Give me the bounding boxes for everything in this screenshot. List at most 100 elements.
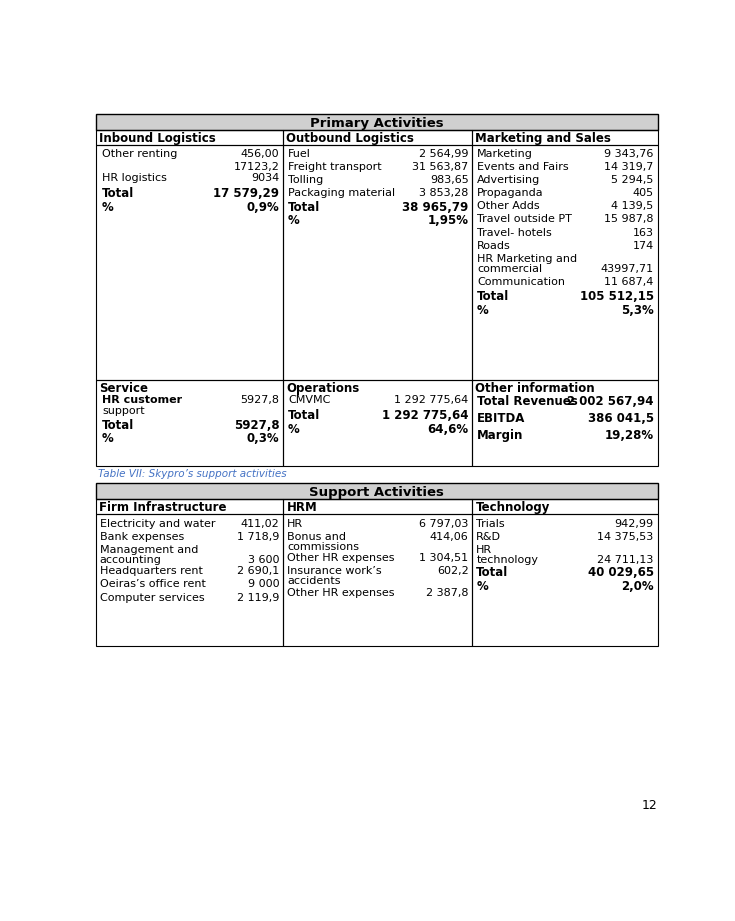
Text: Travel- hotels: Travel- hotels — [477, 227, 552, 238]
Text: 12: 12 — [642, 799, 658, 812]
Text: EBITDA: EBITDA — [477, 413, 526, 426]
Text: accidents: accidents — [287, 577, 341, 587]
Text: Computer services: Computer services — [100, 592, 204, 602]
Bar — [473, 130, 658, 146]
Text: 38 965,79: 38 965,79 — [402, 202, 468, 215]
Text: R&D: R&D — [476, 531, 501, 542]
Text: Headquarters rent: Headquarters rent — [100, 566, 203, 577]
Text: Oeiras’s office rent: Oeiras’s office rent — [100, 579, 206, 589]
Text: Propaganda: Propaganda — [477, 188, 544, 198]
Text: %: % — [102, 432, 114, 446]
Text: 9034: 9034 — [251, 173, 279, 183]
Text: 411,02: 411,02 — [240, 519, 279, 529]
Text: Advertising: Advertising — [477, 175, 540, 185]
Text: 414,06: 414,06 — [430, 531, 468, 542]
Text: Marketing: Marketing — [477, 149, 533, 159]
Text: Other information: Other information — [476, 382, 595, 395]
Text: Communication: Communication — [477, 277, 565, 286]
Text: Management and: Management and — [100, 545, 198, 554]
Text: 31 563,87: 31 563,87 — [412, 162, 468, 172]
Text: 9 343,76: 9 343,76 — [604, 149, 653, 159]
Text: %: % — [288, 215, 300, 227]
Text: accounting: accounting — [100, 554, 162, 565]
Text: 3 853,28: 3 853,28 — [419, 188, 468, 198]
Text: 3 600: 3 600 — [248, 554, 279, 565]
Text: 2 119,9: 2 119,9 — [237, 592, 279, 602]
Bar — [96, 114, 658, 130]
Text: Fuel: Fuel — [288, 149, 311, 159]
Text: CMVMC: CMVMC — [288, 395, 330, 405]
Text: 1 292 775,64: 1 292 775,64 — [382, 409, 468, 423]
Text: Total: Total — [102, 418, 135, 432]
Text: HR logistics: HR logistics — [102, 173, 167, 183]
Text: Support Activities: Support Activities — [309, 486, 444, 499]
Text: 5927,8: 5927,8 — [240, 395, 279, 405]
Text: Bonus and: Bonus and — [287, 531, 346, 542]
Text: 2 387,8: 2 387,8 — [426, 588, 468, 598]
Text: Tolling: Tolling — [288, 175, 323, 185]
Text: 17 579,29: 17 579,29 — [213, 187, 279, 200]
Text: 15 987,8: 15 987,8 — [604, 215, 653, 225]
Text: 9 000: 9 000 — [248, 579, 279, 589]
Text: %: % — [477, 304, 489, 317]
Text: Trials: Trials — [476, 519, 505, 529]
Text: 2 564,99: 2 564,99 — [419, 149, 468, 159]
Text: 17123,2: 17123,2 — [234, 162, 279, 172]
Text: Technology: Technology — [476, 501, 550, 514]
Bar — [96, 484, 658, 498]
Text: 602,2: 602,2 — [437, 566, 468, 577]
Text: support: support — [102, 406, 145, 416]
Text: 1 718,9: 1 718,9 — [237, 531, 279, 542]
Text: HR Marketing and: HR Marketing and — [477, 254, 577, 263]
Bar — [473, 514, 658, 647]
Text: Total: Total — [477, 290, 509, 303]
Text: 163: 163 — [633, 227, 653, 238]
Bar — [96, 380, 283, 466]
Text: 105 512,15: 105 512,15 — [580, 290, 653, 303]
Bar — [473, 380, 658, 466]
Text: 6 797,03: 6 797,03 — [419, 519, 468, 529]
Text: 174: 174 — [633, 240, 653, 251]
Text: 4 139,5: 4 139,5 — [612, 202, 653, 212]
Bar — [283, 514, 473, 647]
Text: Service: Service — [98, 382, 148, 395]
Bar — [283, 380, 473, 466]
Bar — [96, 514, 283, 647]
Text: 5 294,5: 5 294,5 — [612, 175, 653, 185]
Text: 405: 405 — [633, 188, 653, 198]
Text: Insurance work’s: Insurance work’s — [287, 566, 381, 577]
Bar — [96, 146, 283, 380]
Text: Other Adds: Other Adds — [477, 202, 539, 212]
Text: 14 375,53: 14 375,53 — [598, 531, 653, 542]
Text: HR: HR — [476, 545, 492, 554]
Text: Bank expenses: Bank expenses — [100, 531, 184, 542]
Text: 5,3%: 5,3% — [621, 304, 653, 317]
Text: Primary Activities: Primary Activities — [310, 118, 443, 131]
Text: 43997,71: 43997,71 — [600, 263, 653, 274]
Text: Total: Total — [288, 202, 320, 215]
Text: Travel outside PT: Travel outside PT — [477, 215, 572, 225]
Text: 1 292 775,64: 1 292 775,64 — [394, 395, 468, 405]
Text: Events and Fairs: Events and Fairs — [477, 162, 569, 172]
Text: Electricity and water: Electricity and water — [100, 519, 215, 529]
Text: 19,28%: 19,28% — [605, 429, 653, 442]
Text: 2 002 567,94: 2 002 567,94 — [567, 395, 653, 408]
Text: Total: Total — [102, 187, 135, 200]
Text: 2 690,1: 2 690,1 — [237, 566, 279, 577]
Text: Total Revenues: Total Revenues — [477, 395, 578, 408]
Text: Total: Total — [288, 409, 320, 423]
Text: Other HR expenses: Other HR expenses — [287, 588, 395, 598]
Text: Inbound Logistics: Inbound Logistics — [98, 132, 215, 146]
Text: HR customer: HR customer — [102, 395, 182, 405]
Text: 942,99: 942,99 — [614, 519, 653, 529]
Text: Operations: Operations — [287, 382, 359, 395]
Text: 11 687,4: 11 687,4 — [604, 277, 653, 286]
Text: Table VII: Skypro’s support activities: Table VII: Skypro’s support activities — [98, 470, 287, 479]
Bar — [473, 498, 658, 514]
Text: %: % — [288, 423, 300, 437]
Text: Other HR expenses: Other HR expenses — [287, 554, 395, 564]
Text: Total: Total — [476, 566, 509, 579]
Text: Marketing and Sales: Marketing and Sales — [476, 132, 612, 146]
Text: HR: HR — [287, 519, 304, 529]
Text: commercial: commercial — [477, 263, 542, 274]
